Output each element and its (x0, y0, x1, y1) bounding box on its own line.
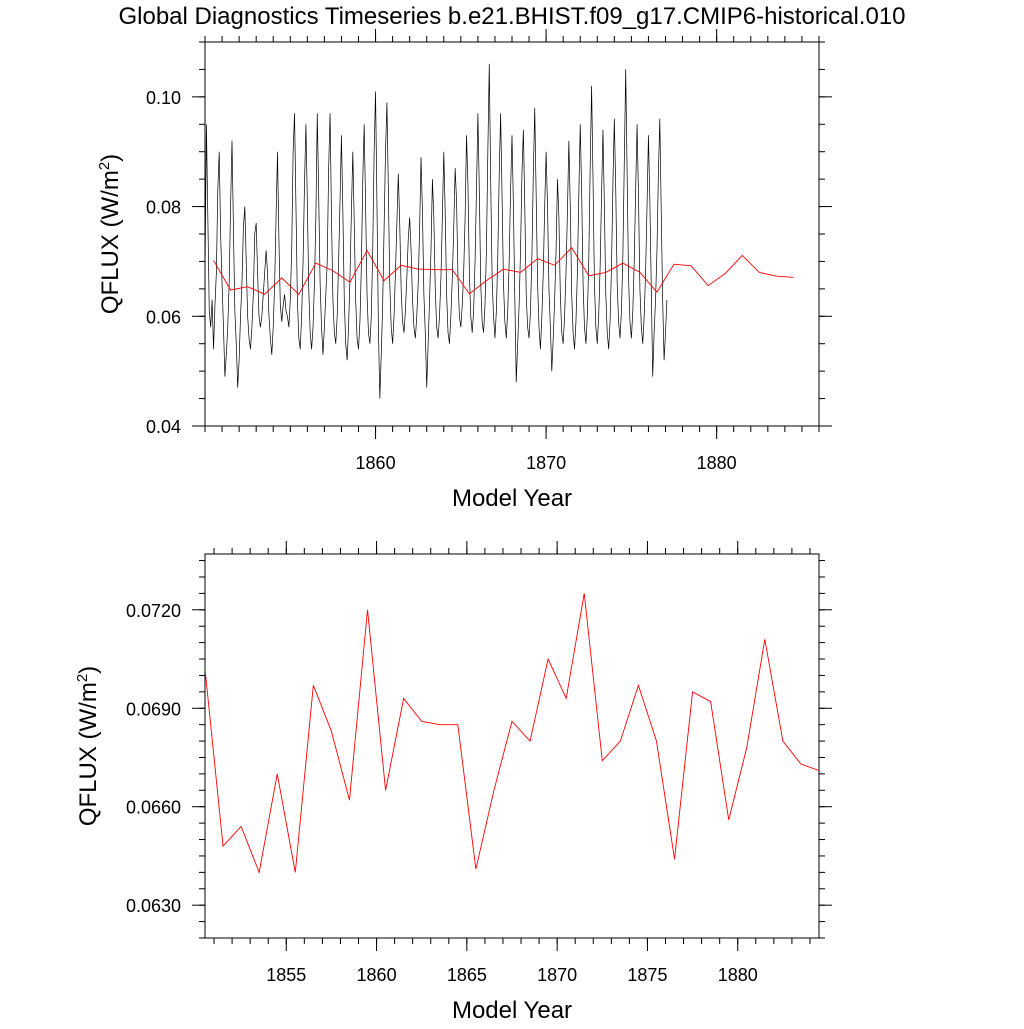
top-y-tick-label: 0.06 (146, 307, 181, 327)
top-y-tick-label: 0.10 (146, 88, 181, 108)
bottom-panel: 1855 1860 1865 1870 1875 1880 0.0630 0.0660 0.06… (74, 541, 832, 1024)
bottom-x-tick-label: 1865 (447, 965, 487, 985)
top-y-tick-label: 0.04 (146, 417, 181, 437)
bottom-y-tick-label: 0.0690 (126, 699, 181, 719)
bottom-y-tick-label: 0.0720 (126, 601, 181, 621)
top-y-axis-label: QFLUX (W/m2) (96, 154, 124, 314)
top-y-tick-label: 0.08 (146, 198, 181, 218)
bottom-x-axis-label: Model Year (452, 997, 572, 1024)
bottom-x-tick-label: 1855 (266, 965, 306, 985)
bottom-y-tick-label: 0.0630 (126, 896, 181, 916)
bottom-x-tick-label: 1875 (627, 965, 667, 985)
bottom-x-tick-label: 1870 (537, 965, 577, 985)
top-x-axis-label: Model Year (452, 485, 572, 512)
chart-title: Global Diagnostics Timeseries b.e21.BHIS… (118, 3, 905, 30)
bottom-data-layer (205, 593, 819, 874)
bottom-y-axis-label: QFLUX (W/m2) (74, 666, 102, 826)
top-monthly-series-line (205, 63, 668, 399)
top-annual-series-line (213, 246, 794, 296)
top-x-tick-label: 1860 (356, 453, 396, 473)
bottom-y-tick-label: 0.0660 (126, 798, 181, 818)
bottom-annual-series-line (205, 593, 819, 874)
bottom-x-tick-label: 1880 (718, 965, 758, 985)
top-panel: 1860 1870 1880 0.04 0.06 0.08 0.10 Model Year QF… (96, 29, 832, 512)
bottom-plot-frame (204, 553, 820, 939)
top-plot-frame (204, 41, 820, 427)
top-x-tick-label: 1870 (526, 453, 566, 473)
bottom-x-tick-label: 1860 (357, 965, 397, 985)
top-x-tick-label: 1880 (697, 453, 737, 473)
top-data-layer (205, 63, 794, 399)
